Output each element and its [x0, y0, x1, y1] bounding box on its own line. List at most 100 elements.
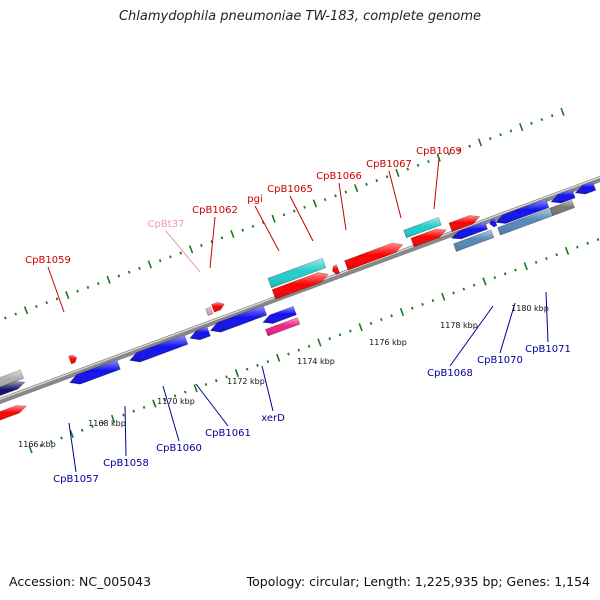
label-xerd-group: xerD	[261, 365, 285, 424]
minor-tick	[39, 444, 43, 448]
cds-1065-mark-shade	[332, 264, 340, 275]
major-tick	[271, 214, 276, 223]
minor-tick	[4, 316, 7, 320]
label-cpb1071: CpB1071	[525, 344, 571, 355]
major-tick	[234, 369, 240, 378]
scale-label: 1168 kbp	[88, 419, 126, 428]
minor-tick	[297, 348, 301, 352]
cds-pgi-lower	[271, 272, 329, 300]
minor-tick	[338, 333, 342, 337]
label-cpb1062-group: CpB1062	[192, 205, 238, 269]
accession-label: Accession: NC_005043	[9, 574, 152, 589]
minor-tick	[390, 314, 393, 318]
cds-cpb1068-upper-shade	[451, 221, 488, 239]
minor-tick	[472, 283, 476, 287]
minor-tick	[292, 209, 296, 213]
label-cpb1068: CpB1068	[427, 368, 473, 379]
minor-tick	[158, 259, 162, 263]
label-cpbt37-group: CpBt37	[148, 219, 201, 273]
minor-tick	[406, 167, 410, 171]
cds-cpbt37-shade	[205, 307, 213, 316]
label-pgi-group: pgi	[247, 194, 280, 252]
minor-tick	[499, 133, 502, 137]
major-tick	[560, 107, 565, 116]
cds-cpb1069	[448, 215, 481, 233]
cds-cpb1060-a-shade	[189, 326, 211, 340]
minor-tick	[179, 251, 183, 255]
cds-cpb1070-shade	[495, 199, 549, 224]
major-tick	[519, 123, 524, 132]
minor-tick	[132, 409, 136, 413]
cds-partial-left-red-shade	[0, 405, 27, 421]
cds-partial-left-upper-1-shade	[0, 369, 24, 388]
label-cpb1065-group: CpB1065	[267, 184, 314, 242]
cds-cpb1071-steel-shade	[497, 208, 553, 236]
cds-cpbt37	[205, 306, 214, 316]
minor-tick	[169, 255, 172, 259]
minor-tick	[307, 344, 311, 348]
minor-tick	[96, 282, 100, 286]
minor-tick	[458, 148, 461, 152]
cds-xerD	[265, 317, 301, 337]
label-cpb1060: CpB1060	[156, 443, 202, 454]
minor-tick	[251, 224, 255, 228]
major-tick	[230, 229, 235, 239]
minor-tick	[35, 304, 38, 309]
minor-tick	[200, 243, 203, 247]
minor-tick	[555, 253, 559, 257]
label-cpb1062-leader	[209, 216, 216, 269]
cds-cpb1072-b	[574, 181, 597, 195]
minor-tick	[375, 179, 379, 183]
major-tick	[193, 384, 198, 393]
minor-tick	[462, 287, 466, 291]
genome-stats-label: Topology: circular; Length: 1,225,935 bp…	[246, 574, 590, 589]
minor-tick	[163, 398, 166, 402]
label-cpb1069-leader	[433, 157, 440, 210]
minor-tick	[344, 190, 348, 194]
major-tick	[482, 277, 487, 286]
scale-label: 1178 kbp	[440, 321, 478, 330]
cds-cpb1071-gray	[549, 199, 575, 217]
cds-cpb1057-shade	[69, 359, 121, 385]
label-cpb1057: CpB1057	[53, 474, 99, 485]
minor-tick	[468, 144, 471, 148]
label-cpb1066-leader	[338, 182, 347, 231]
cds-cpb1070-marker-shade	[489, 218, 497, 227]
minor-tick	[380, 318, 383, 322]
minor-tick	[303, 205, 306, 209]
label-cpb1068-leader	[449, 305, 494, 367]
label-cpb1058-group: CpB1058	[103, 405, 149, 469]
minor-tick	[509, 129, 513, 133]
major-tick	[436, 153, 441, 162]
label-cpb1070-group: CpB1070	[477, 302, 523, 366]
cds-cpb1058-shade	[129, 334, 188, 362]
cds-cpb1066-shade	[344, 243, 403, 271]
label-cpb1059: CpB1059	[25, 255, 71, 266]
minor-tick	[410, 306, 414, 310]
cds-partial-left-upper-2	[0, 381, 26, 397]
label-cpb1066-group: CpB1066	[316, 171, 362, 231]
cds-cpb1066	[344, 242, 404, 271]
label-cpb1071-group: CpB1071	[525, 291, 571, 355]
label-xerd-leader	[261, 365, 274, 412]
label-cpb1067: CpB1067	[366, 159, 412, 170]
label-cpb1058-leader	[124, 405, 127, 457]
minor-tick	[266, 360, 270, 364]
major-tick	[564, 246, 570, 255]
minor-tick	[323, 198, 327, 202]
minor-tick	[365, 182, 368, 186]
minor-tick	[550, 114, 554, 118]
minor-tick	[101, 421, 105, 425]
label-cpb1061-group: CpB1061	[195, 383, 251, 439]
cds-cpb1057	[69, 359, 121, 385]
cds-cpb1059	[68, 354, 78, 365]
minor-tick	[488, 137, 492, 141]
scale-label: 1180 kbp	[511, 304, 549, 313]
cds-cpb1072-a-shade	[551, 189, 576, 204]
cds-cpb1070-marker	[489, 217, 498, 228]
minor-tick	[256, 363, 259, 367]
minor-tick	[576, 245, 579, 249]
major-tick	[106, 275, 111, 284]
minor-tick	[416, 163, 420, 167]
